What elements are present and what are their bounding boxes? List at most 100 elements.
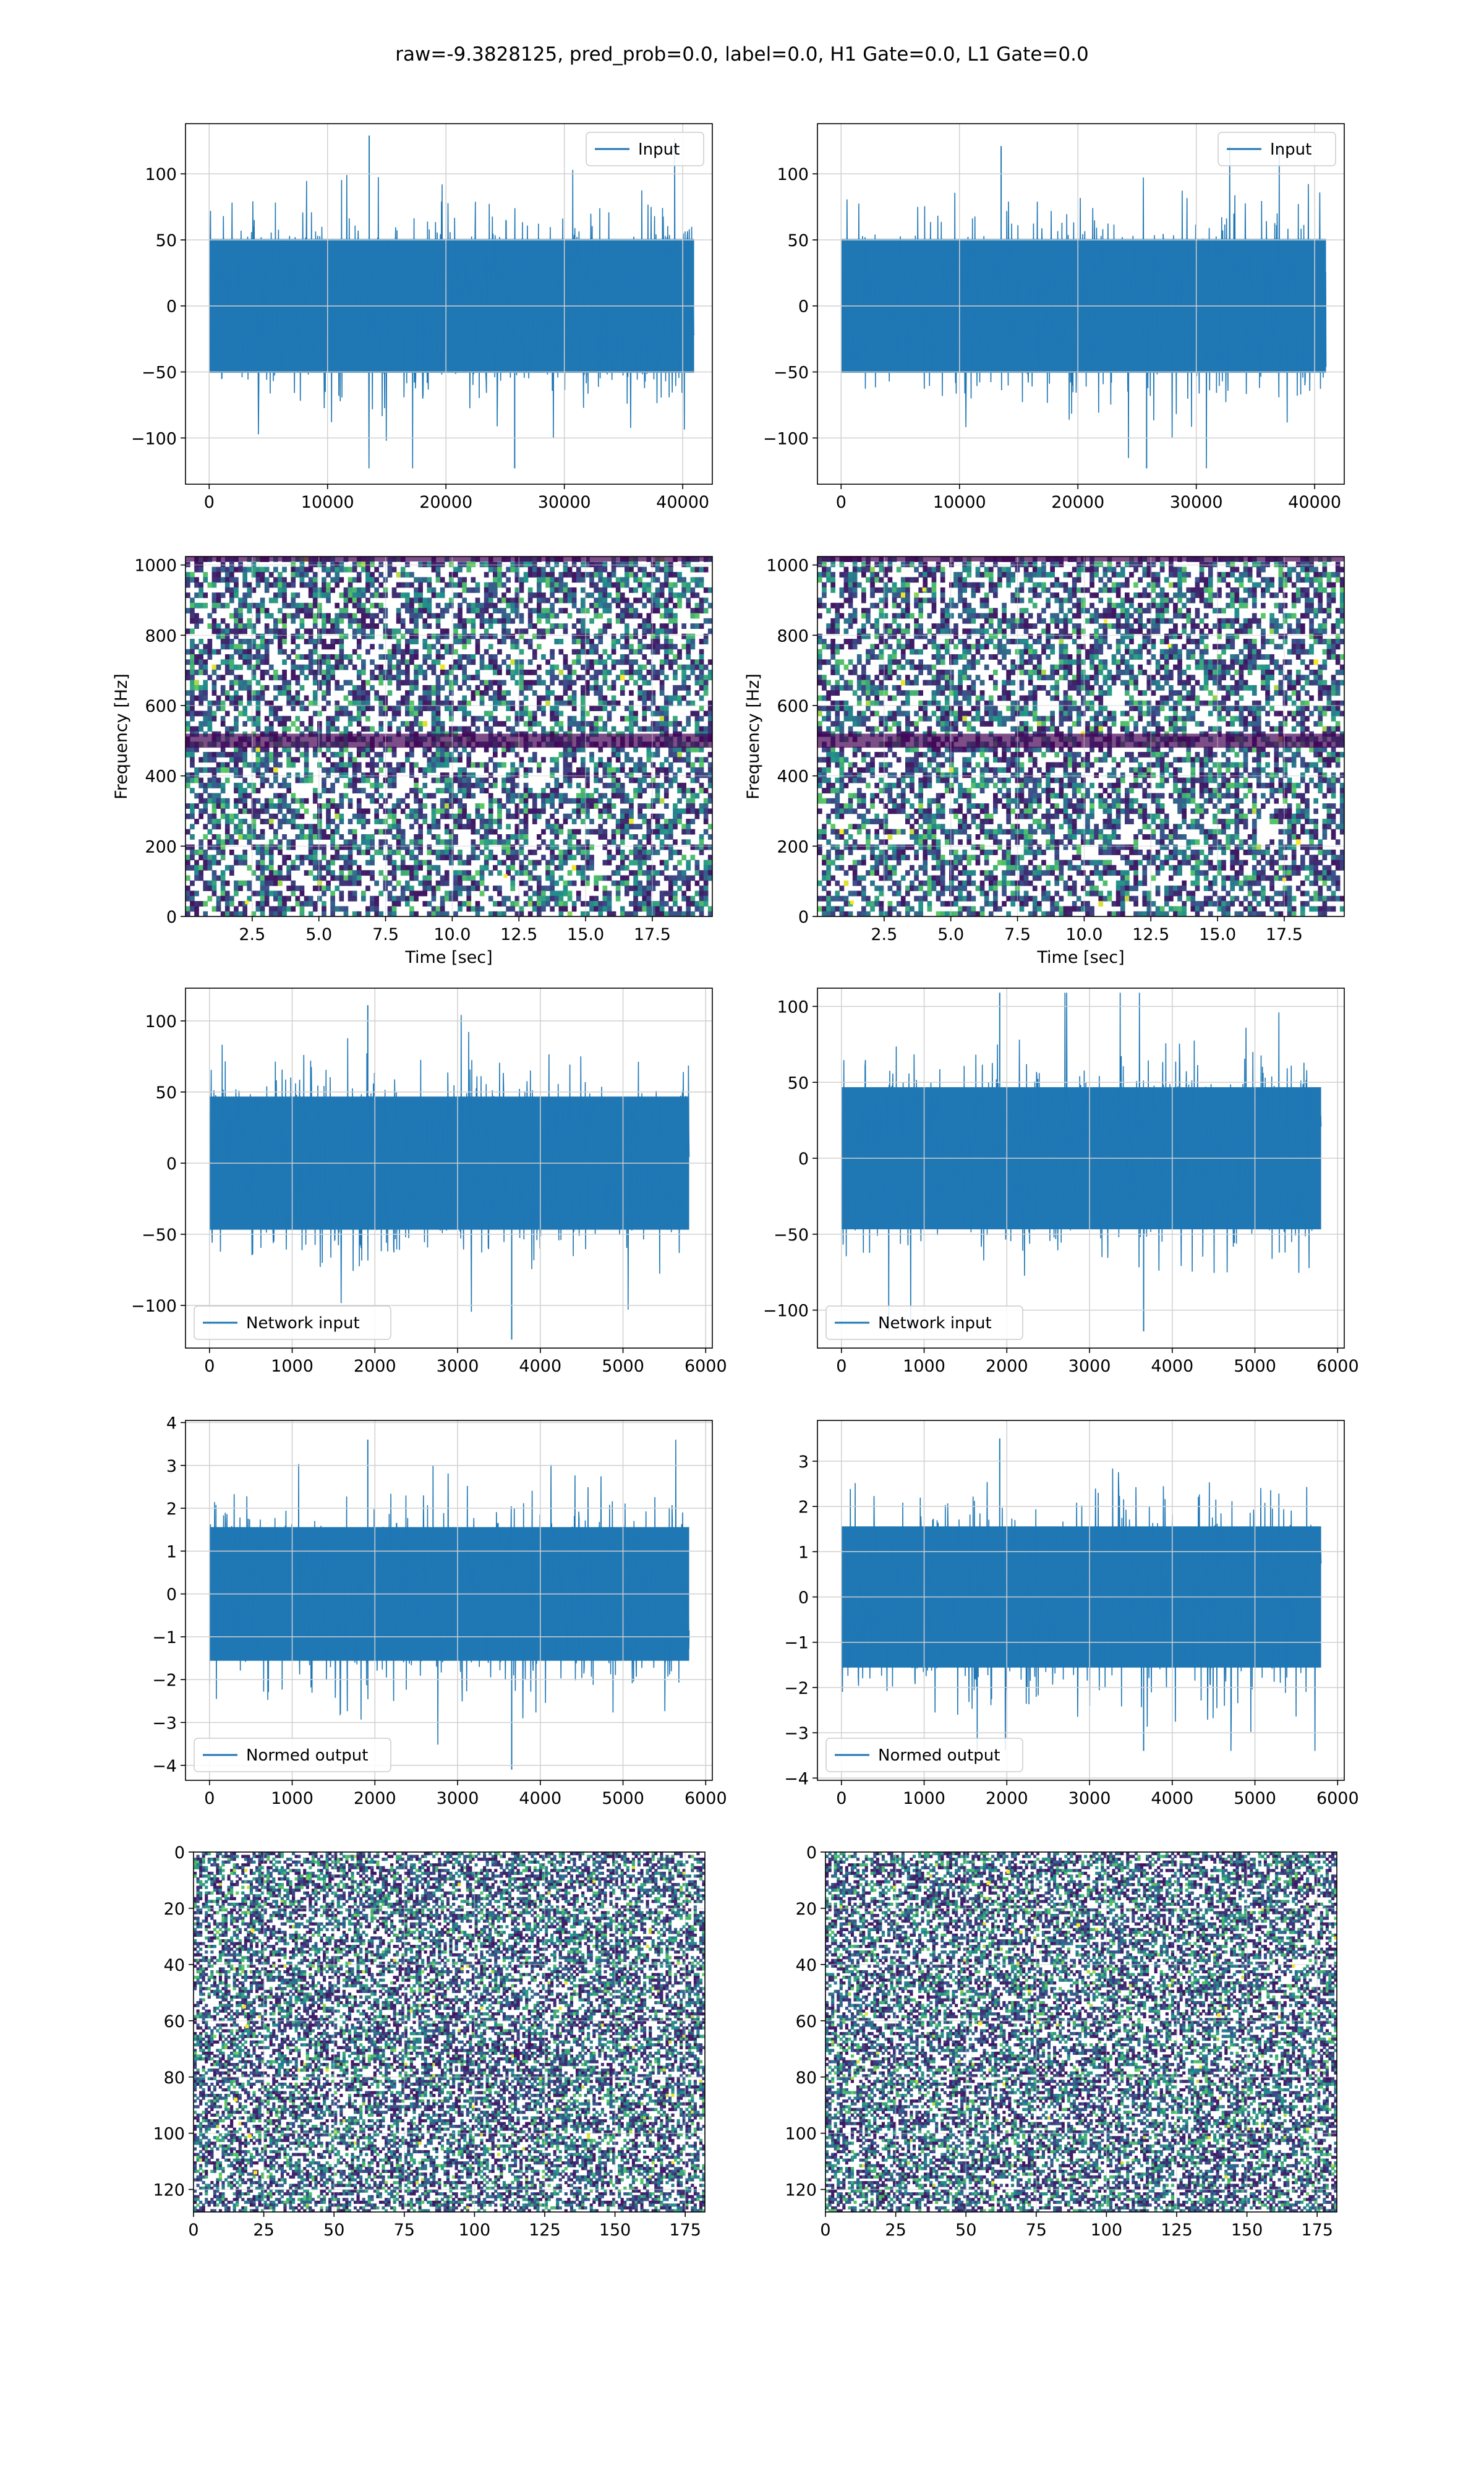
heat-cell: [401, 670, 406, 675]
heat-cell: [242, 762, 247, 768]
heat-cell: [405, 670, 410, 675]
heat-cell: [576, 814, 581, 819]
heat-cell: [629, 675, 634, 680]
heat-cell: [374, 623, 379, 629]
heat-cell: [357, 788, 362, 793]
heat-cell: [238, 772, 243, 778]
heat-cell: [664, 634, 669, 639]
heat-cell: [449, 803, 454, 809]
heat-cell: [370, 875, 375, 881]
heat-cell: [256, 603, 261, 608]
heat-cell: [256, 814, 261, 819]
heat-cell: [501, 572, 506, 578]
heat-cell: [194, 860, 199, 866]
heat-cell: [414, 788, 419, 793]
heat-cell: [1296, 572, 1301, 578]
heat-cell: [625, 890, 629, 896]
heat-cell: [493, 706, 498, 711]
heat-cell: [392, 767, 397, 773]
heat-cell: [629, 819, 634, 824]
heat-cell: [247, 808, 252, 814]
heat-cell: [234, 824, 239, 829]
heat-cell: [497, 695, 502, 701]
heat-cell: [660, 603, 665, 608]
heat-cell: [418, 798, 423, 804]
heat-cell: [488, 603, 493, 608]
heat-cell: [436, 634, 441, 639]
heat-cell: [642, 778, 647, 783]
heat-cell: [300, 583, 305, 588]
heat-cell: [686, 886, 691, 891]
heat-cell: [550, 772, 555, 778]
heat-cell: [475, 587, 480, 593]
heat-cell: [616, 850, 621, 855]
heat-cell: [510, 567, 515, 573]
heat-cell: [550, 829, 555, 835]
heat-cell: [422, 706, 427, 711]
heat-cell: [344, 695, 349, 701]
heat-cell: [229, 814, 234, 819]
heat-cell: [194, 906, 199, 911]
heat-cell: [348, 577, 353, 583]
heat-cell: [501, 690, 506, 696]
heat-cell: [620, 881, 625, 886]
heat-cell: [335, 778, 339, 783]
heat-cell: [256, 798, 261, 804]
heat-cell: [1296, 561, 1301, 567]
heat-cell: [265, 659, 270, 665]
heat-cell: [568, 685, 573, 691]
heat-cell: [458, 583, 463, 588]
heat-cell: [572, 561, 577, 567]
heat-cell: [313, 613, 318, 618]
heat-cell: [247, 865, 252, 871]
heat-cell: [212, 845, 217, 850]
heat-cell: [436, 572, 441, 578]
heat-cell: [629, 690, 634, 696]
heat-cell: [273, 685, 278, 691]
heat-cell: [392, 644, 397, 649]
heat-cell: [506, 778, 511, 783]
heat-cell: [229, 896, 234, 902]
heat-cell: [616, 587, 621, 593]
heat-cell: [458, 623, 463, 629]
heat-cell: [313, 845, 318, 850]
heat-cell: [409, 572, 414, 578]
heat-cell: [256, 572, 261, 578]
heat-cell: [510, 778, 515, 783]
heat-cell: [691, 767, 696, 773]
heat-cell: [370, 623, 375, 629]
heat-cell: [642, 706, 647, 711]
heat-cell: [545, 824, 550, 829]
heat-cell: [572, 845, 577, 850]
heat-cell: [673, 618, 678, 624]
heat-cell: [625, 855, 629, 860]
heat-cell: [488, 819, 493, 824]
heat-cell: [339, 814, 344, 819]
heat-cell: [537, 834, 542, 840]
heat-cell: [598, 639, 603, 644]
heat-cell: [484, 711, 489, 716]
heat-cell: [186, 814, 190, 819]
heat-cell: [401, 845, 406, 850]
heat-cell: [190, 752, 195, 758]
heat-cell: [190, 772, 195, 778]
heat-cell: [532, 572, 537, 578]
heat-cell: [260, 572, 265, 578]
heat-cell: [519, 659, 524, 665]
heat-cell: [647, 659, 652, 665]
x-tick-label: 20000: [1051, 493, 1104, 512]
heat-cell: [445, 772, 450, 778]
heat-cell: [339, 618, 344, 624]
heat-cell: [550, 706, 555, 711]
heat-cell: [401, 654, 406, 660]
heat-cell: [638, 870, 642, 876]
heat-cell: [361, 623, 366, 629]
heat-cell: [1243, 561, 1248, 567]
heat-cell: [392, 906, 397, 911]
heat-cell: [453, 890, 458, 896]
heat-cell: [629, 567, 634, 573]
heat-cell: [612, 772, 616, 778]
heat-cell: [203, 752, 208, 758]
heat-cell: [620, 670, 625, 675]
heat-cell: [234, 628, 239, 634]
